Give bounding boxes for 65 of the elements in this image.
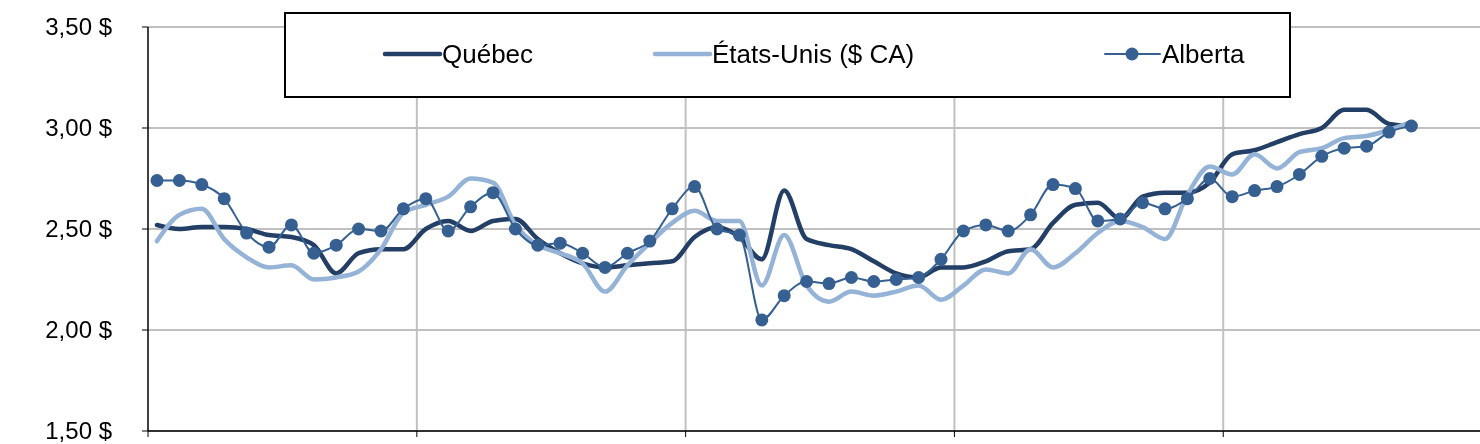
point	[620, 246, 634, 260]
point	[464, 200, 478, 214]
point	[844, 270, 858, 284]
point	[1270, 180, 1284, 194]
point	[284, 218, 298, 232]
point	[307, 246, 321, 260]
point	[822, 277, 836, 291]
point	[441, 224, 455, 238]
y-tick-label: 2,50 $	[45, 215, 112, 243]
point	[240, 226, 254, 240]
point	[1203, 172, 1217, 185]
point	[732, 228, 746, 242]
point	[195, 178, 209, 192]
point	[1046, 178, 1060, 192]
point	[598, 260, 612, 274]
point	[755, 313, 769, 327]
point	[553, 236, 567, 250]
y-tick-label: 1,50 $	[45, 417, 112, 444]
point	[1292, 167, 1306, 181]
point	[329, 238, 343, 252]
point	[262, 240, 276, 254]
y-tick-label: 2,00 $	[45, 316, 112, 344]
point	[1068, 182, 1082, 196]
point	[374, 224, 388, 238]
legend-label: États-Unis ($ CA)	[712, 39, 915, 70]
point	[1382, 125, 1396, 139]
point	[956, 224, 970, 238]
point	[531, 238, 545, 252]
point	[800, 275, 814, 289]
point	[867, 275, 881, 289]
point	[1248, 184, 1262, 198]
point	[1091, 214, 1105, 228]
point	[352, 222, 366, 236]
point	[1113, 212, 1127, 226]
point	[643, 234, 657, 248]
point	[396, 202, 410, 216]
point	[172, 174, 186, 188]
point	[710, 222, 724, 236]
y-tick-label: 3,50 $	[45, 13, 112, 41]
point	[777, 289, 791, 303]
point	[1337, 141, 1351, 155]
point	[934, 252, 948, 266]
point	[217, 192, 231, 206]
point	[665, 202, 679, 216]
point	[1360, 139, 1374, 153]
point	[1158, 202, 1172, 216]
point	[1024, 208, 1038, 222]
point	[912, 270, 926, 284]
legend-label: Québec	[442, 39, 534, 70]
point	[1180, 192, 1194, 206]
point	[150, 174, 164, 188]
point	[1001, 224, 1015, 238]
legend-label: Alberta	[1162, 39, 1245, 70]
point	[576, 246, 590, 260]
point	[688, 180, 702, 194]
point	[508, 222, 522, 236]
point	[1404, 119, 1418, 133]
point	[419, 192, 433, 206]
point	[889, 273, 903, 286]
point	[1315, 149, 1329, 163]
point	[1136, 196, 1150, 210]
point	[979, 218, 993, 232]
point	[1225, 190, 1239, 204]
y-tick-label: 3,00 $	[45, 114, 112, 142]
point	[486, 186, 500, 200]
